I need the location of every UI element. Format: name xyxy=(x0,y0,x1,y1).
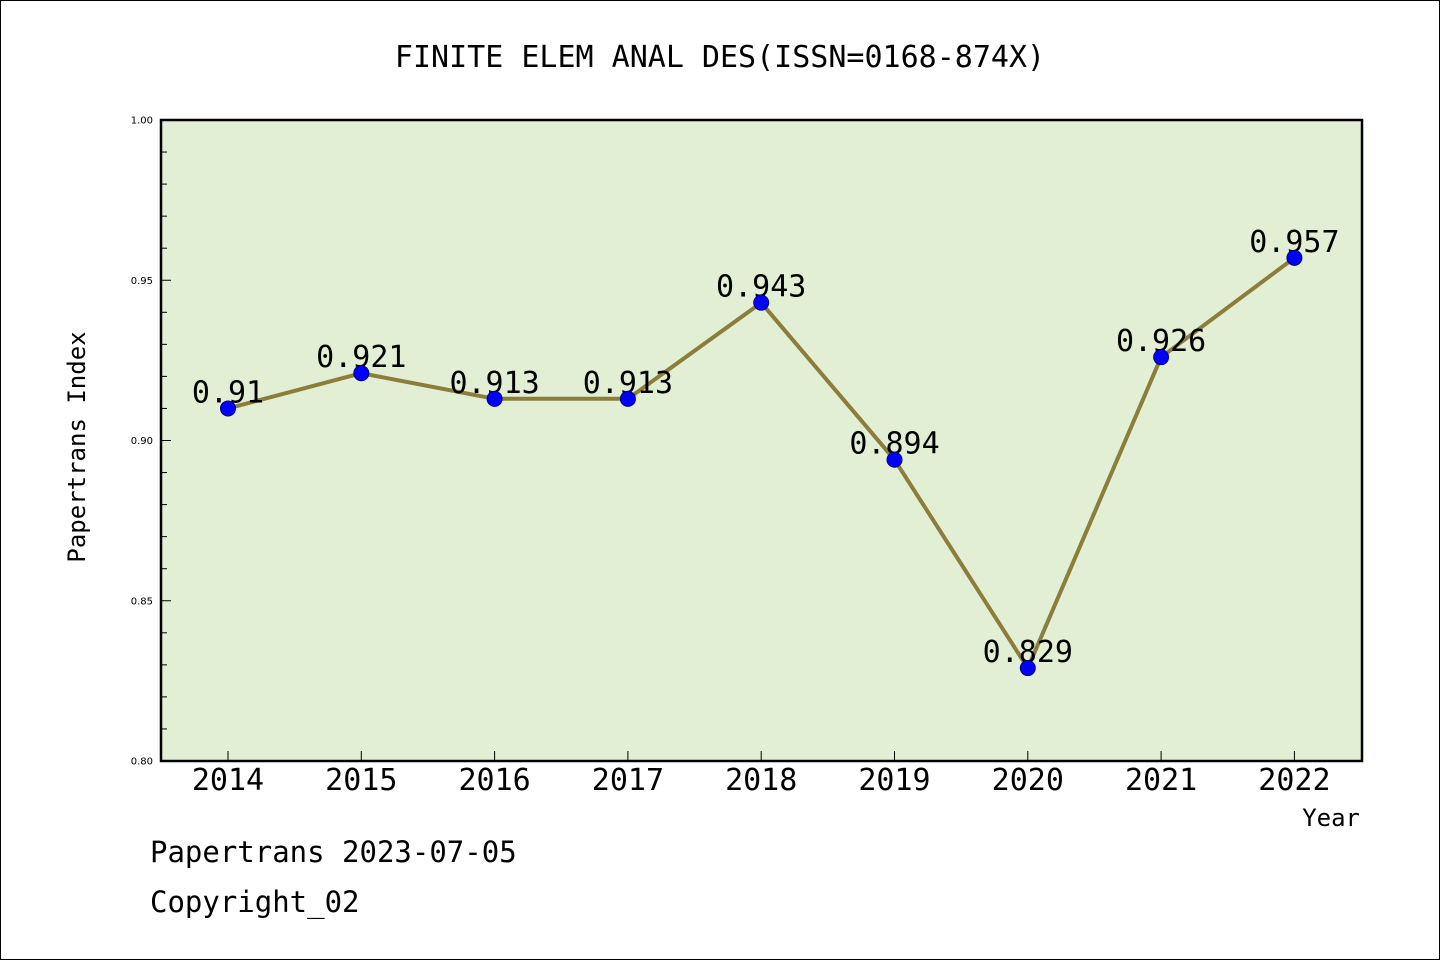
data-point xyxy=(1019,660,1036,677)
data-point xyxy=(486,390,503,407)
chart-title: FINITE ELEM ANAL DES(ISSN=0168-874X) xyxy=(395,40,1045,75)
plot-area xyxy=(161,120,1362,761)
x-tick-label: 2020 xyxy=(992,763,1064,798)
y-axis-label: Papertrans Index xyxy=(63,331,91,562)
x-tick-label: 2019 xyxy=(858,763,930,798)
x-tick-label: 2015 xyxy=(325,763,397,798)
data-point xyxy=(1153,349,1170,366)
x-tick-label: 2016 xyxy=(458,763,530,798)
data-point xyxy=(753,294,770,311)
plot-frame xyxy=(159,118,1364,763)
x-tick-label: 2017 xyxy=(592,763,664,798)
data-point xyxy=(886,451,903,468)
y-tick-label: 0.90 xyxy=(131,436,153,447)
data-point xyxy=(619,390,636,407)
y-tick-label: 0.95 xyxy=(131,276,153,287)
footer-copyright-text: Copyright_02 xyxy=(150,885,360,919)
data-point xyxy=(353,365,370,382)
x-tick-label: 2021 xyxy=(1125,763,1197,798)
x-tick-label: 2022 xyxy=(1258,763,1330,798)
x-axis-label: Year xyxy=(1302,804,1360,832)
data-point xyxy=(1286,249,1303,266)
data-point xyxy=(220,400,236,417)
x-tick-label: 2014 xyxy=(192,763,264,798)
y-tick-label: 0.85 xyxy=(131,596,153,607)
x-tick-label: 2018 xyxy=(725,763,797,798)
footer-date-text: Papertrans 2023-07-05 xyxy=(150,835,517,869)
y-tick-label: 1.00 xyxy=(131,116,153,127)
y-tick-label: 0.80 xyxy=(131,757,153,768)
